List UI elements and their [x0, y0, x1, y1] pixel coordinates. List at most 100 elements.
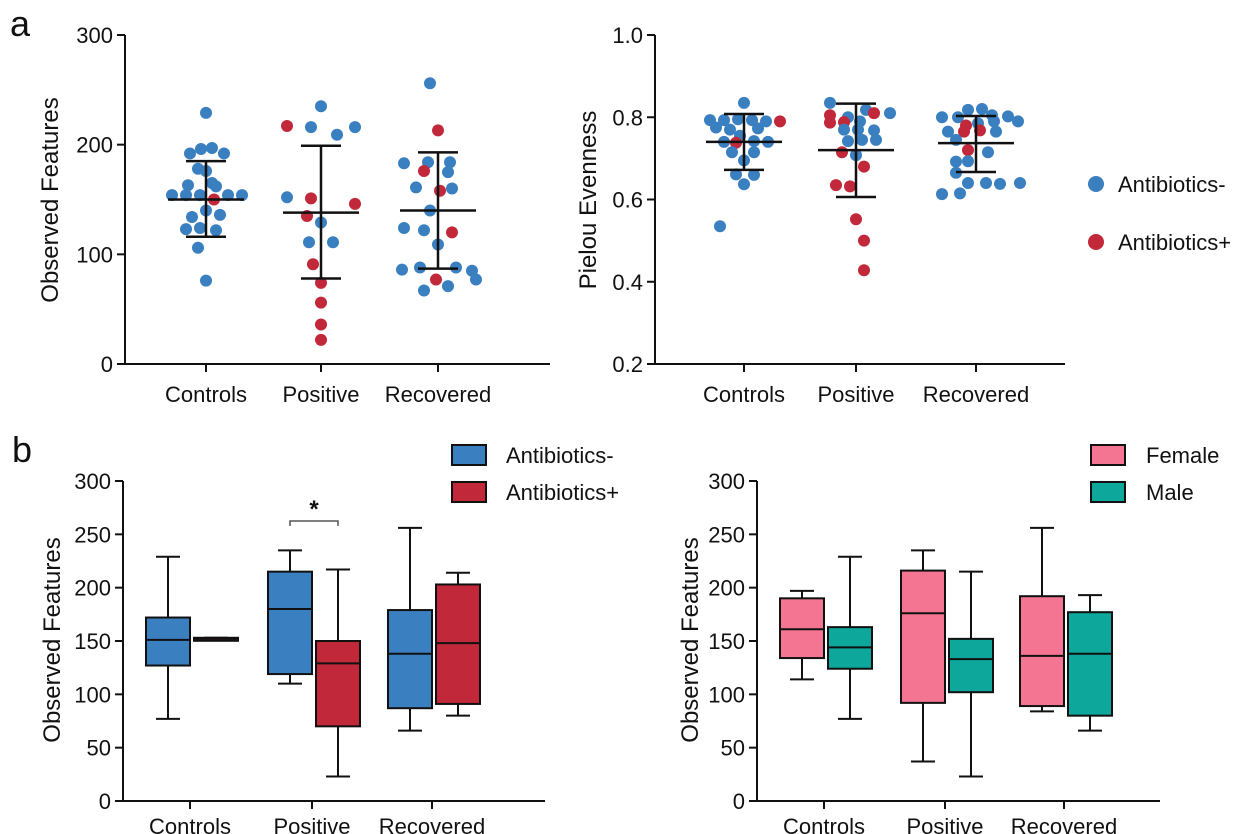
y-tick-label: 300 [708, 469, 745, 494]
point-antibiotics-minus [192, 241, 204, 254]
point-antibiotics-plus [281, 120, 293, 133]
x-tick-label: Positive [817, 382, 894, 407]
y-tick-label: 1.0 [612, 23, 643, 48]
legend-a: Antibiotics- Antibiotics+ [1088, 172, 1231, 255]
point-antibiotics-minus [182, 179, 194, 192]
point-antibiotics-minus [195, 143, 207, 156]
significance-label: * [309, 496, 319, 523]
legend-b-swatch-male [1090, 481, 1126, 503]
y-tick-label: 50 [721, 736, 745, 761]
y-tick-label: 0.6 [612, 188, 643, 213]
y-tick-label: 100 [74, 682, 111, 707]
point-antibiotics-minus [210, 180, 222, 193]
point-antibiotics-minus [218, 147, 230, 160]
point-antibiotics-minus [718, 114, 730, 127]
x-tick-label: Recovered [385, 382, 491, 407]
point-antibiotics-minus [424, 77, 436, 90]
point-antibiotics-minus [980, 177, 992, 190]
legend-a-marker-antibiotics-plus [1088, 234, 1104, 250]
point-antibiotics-plus [315, 276, 327, 289]
point-antibiotics-minus [305, 121, 317, 134]
x-tick-label: Controls [149, 814, 231, 834]
x-tick-label: Controls [783, 814, 865, 834]
point-antibiotics-plus [836, 146, 848, 159]
point-antibiotics-minus [303, 236, 315, 249]
point-antibiotics-minus [214, 208, 226, 221]
box-female [779, 597, 825, 660]
point-antibiotics-minus [398, 222, 410, 235]
observed-features-scatter-chart: 0 100 200 300 Controls Positive Recovered Obser… [37, 23, 550, 407]
point-antibiotics-plus [315, 333, 327, 346]
point-antibiotics-plus [830, 179, 842, 192]
legend-b-sex: Female Male [1090, 443, 1219, 505]
point-antibiotics-plus [315, 318, 327, 331]
legend-a-marker-antibiotics-minus [1088, 176, 1104, 192]
point-antibiotics-minus [746, 114, 758, 127]
point-antibiotics-plus [349, 197, 361, 210]
point-antibiotics-plus [432, 124, 444, 137]
point-antibiotics-plus [774, 115, 786, 128]
y-tick-label: 100 [708, 682, 745, 707]
x-tick-label: Positive [273, 814, 350, 834]
point-antibiotics-minus [166, 189, 178, 202]
point-antibiotics-minus [856, 133, 868, 146]
point-antibiotics-minus [962, 155, 974, 168]
x-tick-label: Positive [906, 814, 983, 834]
y-tick-label: 0.4 [612, 270, 643, 295]
point-antibiotics-minus [418, 284, 430, 297]
point-antibiotics-minus [868, 124, 880, 137]
y-tick-label: 250 [708, 522, 745, 547]
point-antibiotics-minus [942, 125, 954, 138]
point-antibiotics-minus [936, 111, 948, 124]
point-antibiotics-minus [210, 224, 222, 237]
point-antibiotics-minus [410, 181, 422, 194]
point-antibiotics-minus [444, 156, 456, 169]
y-tick-label: 0.2 [612, 352, 643, 377]
y-axis-title: Observed Features [677, 537, 704, 742]
point-antibiotics-plus [434, 184, 446, 197]
y-tick-label: 250 [74, 522, 111, 547]
point-antibiotics-minus [349, 121, 361, 134]
point-antibiotics-plus [430, 273, 442, 286]
point-antibiotics-minus [442, 280, 454, 293]
point-antibiotics-minus [988, 115, 1000, 128]
x-tick-label: Controls [165, 382, 247, 407]
sex-box-chart: 0 50 100 150 200 250 300 Controls Positive Recove… [677, 469, 1160, 834]
point-antibiotics-minus [824, 96, 836, 109]
y-tick-label: 300 [74, 469, 111, 494]
antibiotics-box-chart: 0 50 100 150 200 250 300 Controls Positive Recove… [39, 469, 545, 834]
point-antibiotics-minus [222, 189, 234, 202]
point-antibiotics-minus [738, 178, 750, 191]
point-antibiotics-minus [962, 177, 974, 190]
point-antibiotics-plus [858, 234, 870, 247]
y-tick-label: 0 [101, 352, 113, 377]
point-antibiotics-minus [194, 222, 206, 235]
pielou-evenness-scatter-chart: 0.2 0.4 0.6 0.8 1.0 Controls Positive Recovered… [575, 23, 1065, 407]
box-antibiotics-minus [145, 616, 191, 667]
y-axis-title: Observed Features [37, 97, 64, 302]
point-antibiotics-minus [852, 123, 864, 136]
point-antibiotics-minus [748, 146, 760, 159]
point-antibiotics-minus [760, 115, 772, 128]
point-antibiotics-minus [842, 135, 854, 148]
y-tick-label: 200 [74, 576, 111, 601]
y-axis-title: Pielou Evenness [575, 111, 602, 290]
point-antibiotics-plus [446, 226, 458, 239]
legend-b-swatch-antibiotics-plus [451, 481, 487, 503]
point-antibiotics-plus [824, 116, 836, 129]
box-male [948, 637, 994, 694]
point-antibiotics-minus [194, 189, 206, 202]
point-antibiotics-minus [315, 100, 327, 113]
legend-b-label-male: Male [1146, 480, 1194, 505]
point-antibiotics-minus [331, 128, 343, 141]
point-antibiotics-plus [305, 192, 317, 205]
point-antibiotics-plus [844, 180, 856, 193]
point-antibiotics-minus [470, 273, 482, 286]
point-antibiotics-minus [936, 188, 948, 201]
y-tick-label: 200 [76, 133, 113, 158]
point-antibiotics-minus [962, 103, 974, 116]
point-antibiotics-minus [180, 189, 192, 202]
point-antibiotics-minus [396, 263, 408, 276]
box-antibiotics-minus [267, 570, 313, 676]
point-antibiotics-minus [714, 220, 726, 233]
